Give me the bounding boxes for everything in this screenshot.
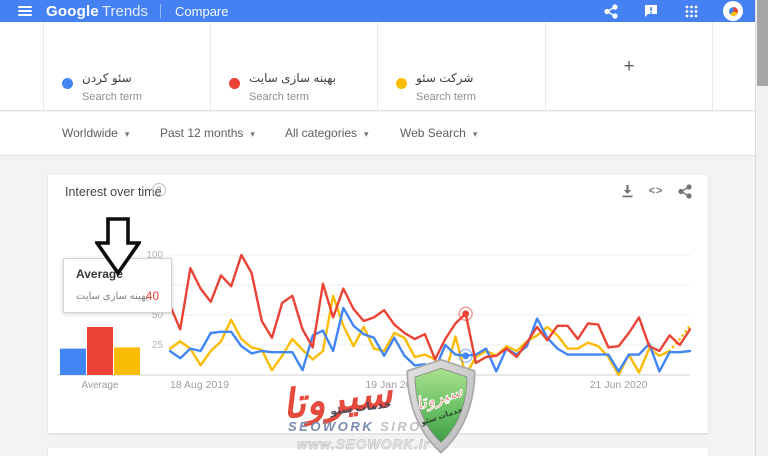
- page-scrollbar[interactable]: [755, 0, 768, 456]
- filter-search-type[interactable]: Web Search ▾: [400, 126, 478, 140]
- svg-text:50: 50: [152, 310, 164, 321]
- terms-divider: [545, 22, 546, 111]
- svg-text:25: 25: [152, 340, 164, 351]
- chevron-down-icon: ▾: [124, 129, 130, 139]
- filter-time-range[interactable]: Past 12 months ▾: [160, 126, 255, 140]
- svg-text:Average: Average: [81, 380, 119, 391]
- feedback-icon[interactable]: [643, 3, 659, 19]
- filters-row: Worldwide ▾ Past 12 months ▾ All categorie…: [0, 112, 768, 156]
- apps-grid-icon[interactable]: [683, 3, 699, 19]
- filter-category[interactable]: All categories ▾: [285, 126, 369, 140]
- annotation-down-arrow: [95, 217, 141, 277]
- term-label: بهینه سازی سایت: [249, 71, 336, 85]
- terms-divider: [712, 22, 713, 111]
- tooltip-term: بهینه سازی سایت: [76, 291, 149, 302]
- filter-region[interactable]: Worldwide ▾: [62, 126, 130, 140]
- term-label: شرکت سئو: [416, 71, 474, 85]
- svg-text:18 Aug 2019: 18 Aug 2019: [170, 379, 229, 391]
- term-sublabel: Search term: [416, 91, 476, 103]
- add-comparison-button[interactable]: +: [623, 55, 635, 77]
- terms-divider: [377, 22, 378, 111]
- comparison-terms-row: سئو کردن Search term بهینه سازی سایت Sea…: [0, 22, 768, 111]
- tooltip-value: 40: [145, 289, 159, 303]
- embed-icon[interactable]: <>: [648, 185, 664, 197]
- account-avatar[interactable]: [723, 1, 743, 21]
- term-color-dot: [229, 78, 240, 89]
- widget-share-icon[interactable]: [676, 182, 694, 200]
- chevron-down-icon: ▾: [250, 129, 255, 139]
- google-trends-logo[interactable]: Google Trends: [46, 3, 148, 20]
- terms-divider: [210, 22, 211, 111]
- term-card-1[interactable]: سئو کردن Search term: [44, 22, 210, 111]
- term-sublabel: Search term: [249, 91, 309, 103]
- help-icon[interactable]: ?: [152, 183, 166, 197]
- nav-compare[interactable]: Compare: [175, 3, 229, 19]
- widget-title: Interest over time: [65, 185, 162, 199]
- app-bar: Google Trends Compare: [0, 0, 755, 22]
- brand-trends: Trends: [101, 2, 149, 20]
- term-color-dot: [62, 78, 73, 89]
- chevron-down-icon: ▾: [364, 129, 369, 139]
- tooltip-title: Average: [76, 267, 123, 281]
- svg-text:21 Jun 2020: 21 Jun 2020: [590, 379, 648, 391]
- menu-icon[interactable]: [18, 6, 32, 16]
- term-card-2[interactable]: بهینه سازی سایت Search term: [211, 22, 377, 111]
- term-card-3[interactable]: شرکت سئو Search term: [378, 22, 545, 111]
- share-icon[interactable]: [603, 3, 619, 19]
- logo-divider: [160, 4, 162, 18]
- next-widget-card: [48, 448, 708, 456]
- download-icon[interactable]: [618, 182, 636, 200]
- scrollbar-thumb[interactable]: [757, 0, 768, 86]
- terms-divider: [43, 22, 44, 111]
- svg-text:100: 100: [146, 250, 163, 261]
- term-label: سئو کردن: [82, 71, 132, 85]
- avatar-logo: [728, 6, 738, 16]
- term-sublabel: Search term: [82, 91, 142, 103]
- svg-text:19 Jan 2020: 19 Jan 2020: [365, 379, 423, 391]
- brand-google: Google: [46, 2, 99, 20]
- term-color-dot: [396, 78, 407, 89]
- chevron-down-icon: ▾: [472, 129, 478, 139]
